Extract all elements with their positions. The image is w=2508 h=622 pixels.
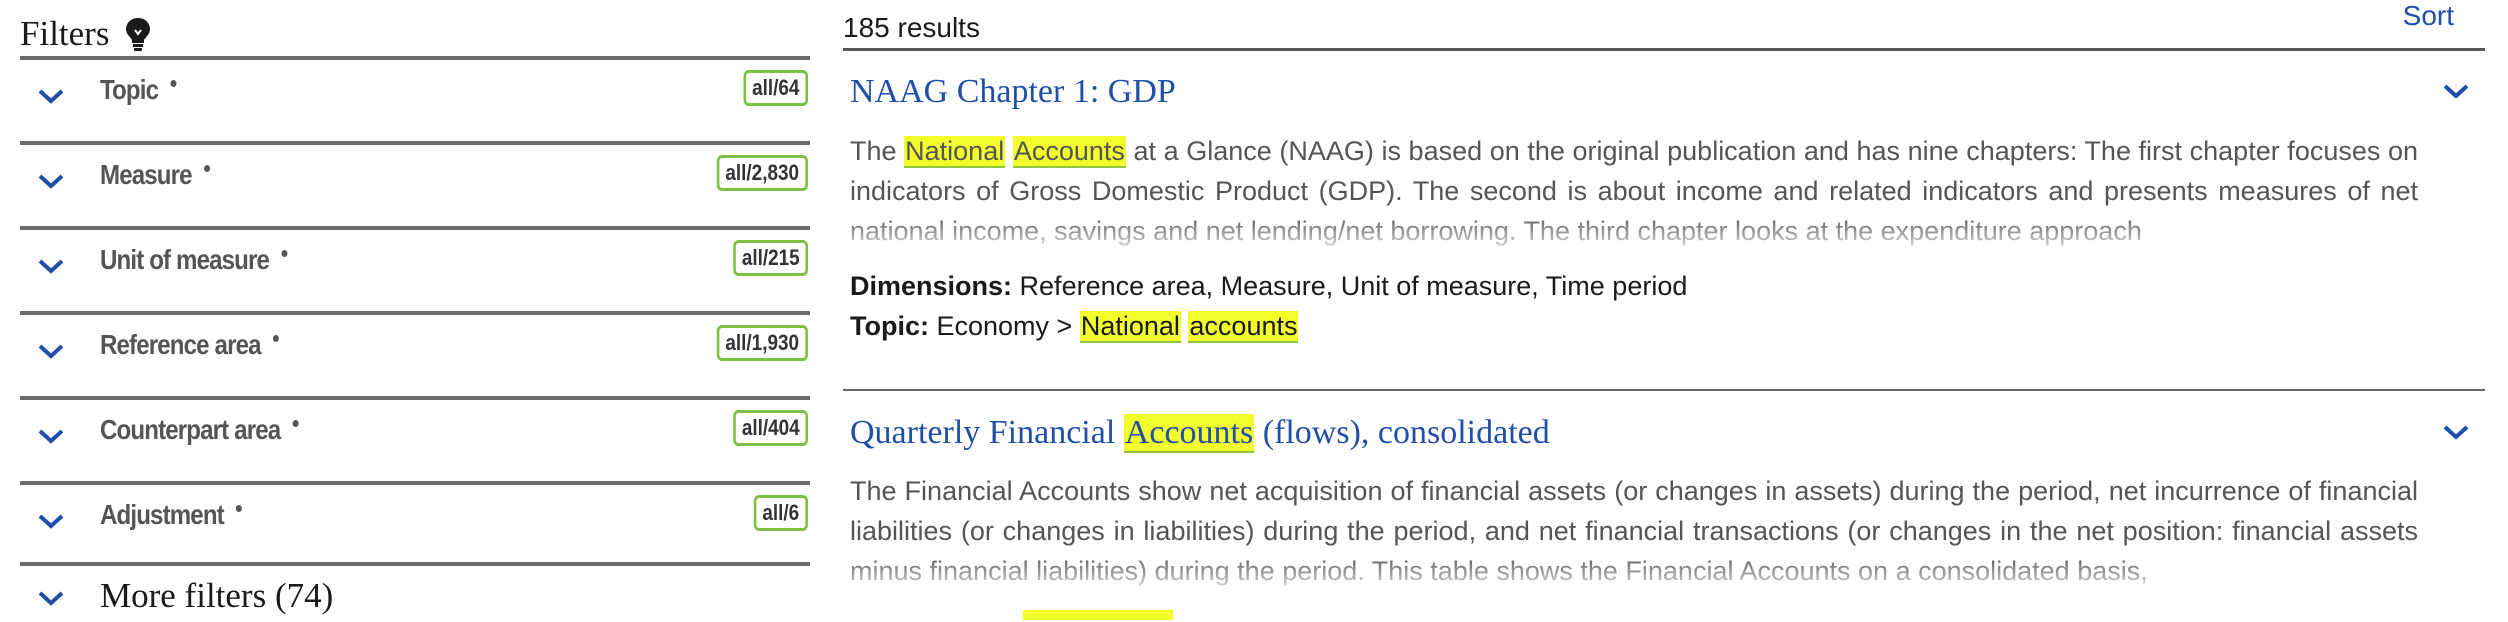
results-count: 185 results [843, 12, 980, 43]
filter-count-badge: all/215 [732, 240, 808, 276]
result-description: The National Accounts at a Glance (NAAG)… [850, 136, 2418, 246]
search-highlight [1023, 610, 1173, 620]
chevron-down-icon[interactable] [36, 341, 66, 361]
chevron-down-icon[interactable] [36, 256, 66, 276]
divider [843, 48, 2485, 51]
filter-label: Measure [100, 159, 210, 191]
indicator-dot [272, 335, 279, 342]
filters-panel: Filters Topic all/64 Measure all/2,830 U… [20, 0, 810, 616]
chevron-down-icon[interactable] [36, 511, 66, 531]
sort-button[interactable]: Sort [2402, 0, 2454, 31]
indicator-dot [170, 80, 177, 87]
filter-label: Topic [100, 74, 177, 106]
filter-count-badge: all/6 [753, 495, 808, 531]
filter-adjustment[interactable]: Adjustment all/6 [20, 481, 810, 561]
filter-count-badge: all/64 [743, 70, 808, 106]
more-filters-toggle[interactable]: More filters (74) [20, 562, 810, 622]
result-dimensions: Dimensions: Reference area, Measure, Uni… [850, 271, 1688, 301]
filter-unit-of-measure[interactable]: Unit of measure all/215 [20, 226, 810, 306]
indicator-dot [281, 250, 288, 257]
divider [843, 389, 2485, 391]
chevron-down-icon[interactable] [2441, 81, 2471, 101]
indicator-dot [235, 505, 242, 512]
indicator-dot [292, 420, 299, 427]
result-title-link[interactable]: Quarterly Financial Accounts (flows), co… [850, 414, 1550, 453]
result-card: Quarterly Financial Accounts (flows), co… [843, 391, 2485, 616]
chevron-down-icon[interactable] [36, 171, 66, 191]
filter-label: Adjustment [100, 499, 242, 531]
filters-title: Filters [20, 14, 110, 53]
filters-heading: Filters [20, 12, 151, 56]
filter-count-badge: all/1,930 [717, 325, 808, 361]
more-filters-label: More filters (74) [100, 576, 334, 615]
filter-label: Reference area [100, 329, 279, 361]
indicator-dot [203, 165, 210, 172]
result-title-link[interactable]: NAAG Chapter 1: GDP [850, 73, 1176, 110]
filter-label: Counterpart area [100, 414, 299, 446]
result-description: The Financial Accounts show net acquisit… [850, 476, 2418, 586]
filter-count-badge: all/404 [732, 410, 808, 446]
chevron-down-icon[interactable] [36, 86, 66, 106]
chevron-down-icon[interactable] [36, 426, 66, 446]
chevron-down-icon[interactable] [36, 588, 66, 608]
filter-topic[interactable]: Topic all/64 [20, 56, 810, 136]
chevron-down-icon[interactable] [2441, 422, 2471, 442]
filter-measure[interactable]: Measure all/2,830 [20, 141, 810, 221]
search-highlight: National [1079, 311, 1181, 343]
filter-count-badge: all/2,830 [717, 155, 808, 191]
search-highlight: accounts [1188, 311, 1299, 343]
search-highlight: National [904, 136, 1006, 168]
lightbulb-icon[interactable] [125, 17, 151, 51]
search-highlight: Accounts [1012, 136, 1126, 168]
filter-label: Unit of measure [100, 244, 288, 276]
result-topic: Topic: Economy > National accounts [850, 311, 1299, 343]
search-highlight: Accounts [1123, 414, 1255, 453]
filter-counterpart-area[interactable]: Counterpart area all/404 [20, 396, 810, 476]
result-card: NAAG Chapter 1: GDP The National Account… [843, 51, 2485, 391]
filter-reference-area[interactable]: Reference area all/1,930 [20, 311, 810, 391]
